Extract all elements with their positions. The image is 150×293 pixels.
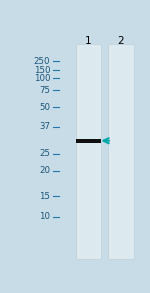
Text: 50: 50 xyxy=(39,103,50,112)
Text: 20: 20 xyxy=(39,166,50,175)
Text: 75: 75 xyxy=(39,86,50,95)
Bar xyxy=(108,44,134,258)
Bar xyxy=(76,44,101,258)
Text: 250: 250 xyxy=(34,57,50,66)
Text: 100: 100 xyxy=(34,74,50,83)
Text: 25: 25 xyxy=(39,149,50,158)
Bar xyxy=(76,139,101,143)
Text: 2: 2 xyxy=(118,36,124,46)
Text: 10: 10 xyxy=(39,212,50,221)
Text: 37: 37 xyxy=(39,122,50,131)
Text: 15: 15 xyxy=(39,192,50,201)
Text: 150: 150 xyxy=(34,66,50,75)
Text: 1: 1 xyxy=(85,36,92,46)
